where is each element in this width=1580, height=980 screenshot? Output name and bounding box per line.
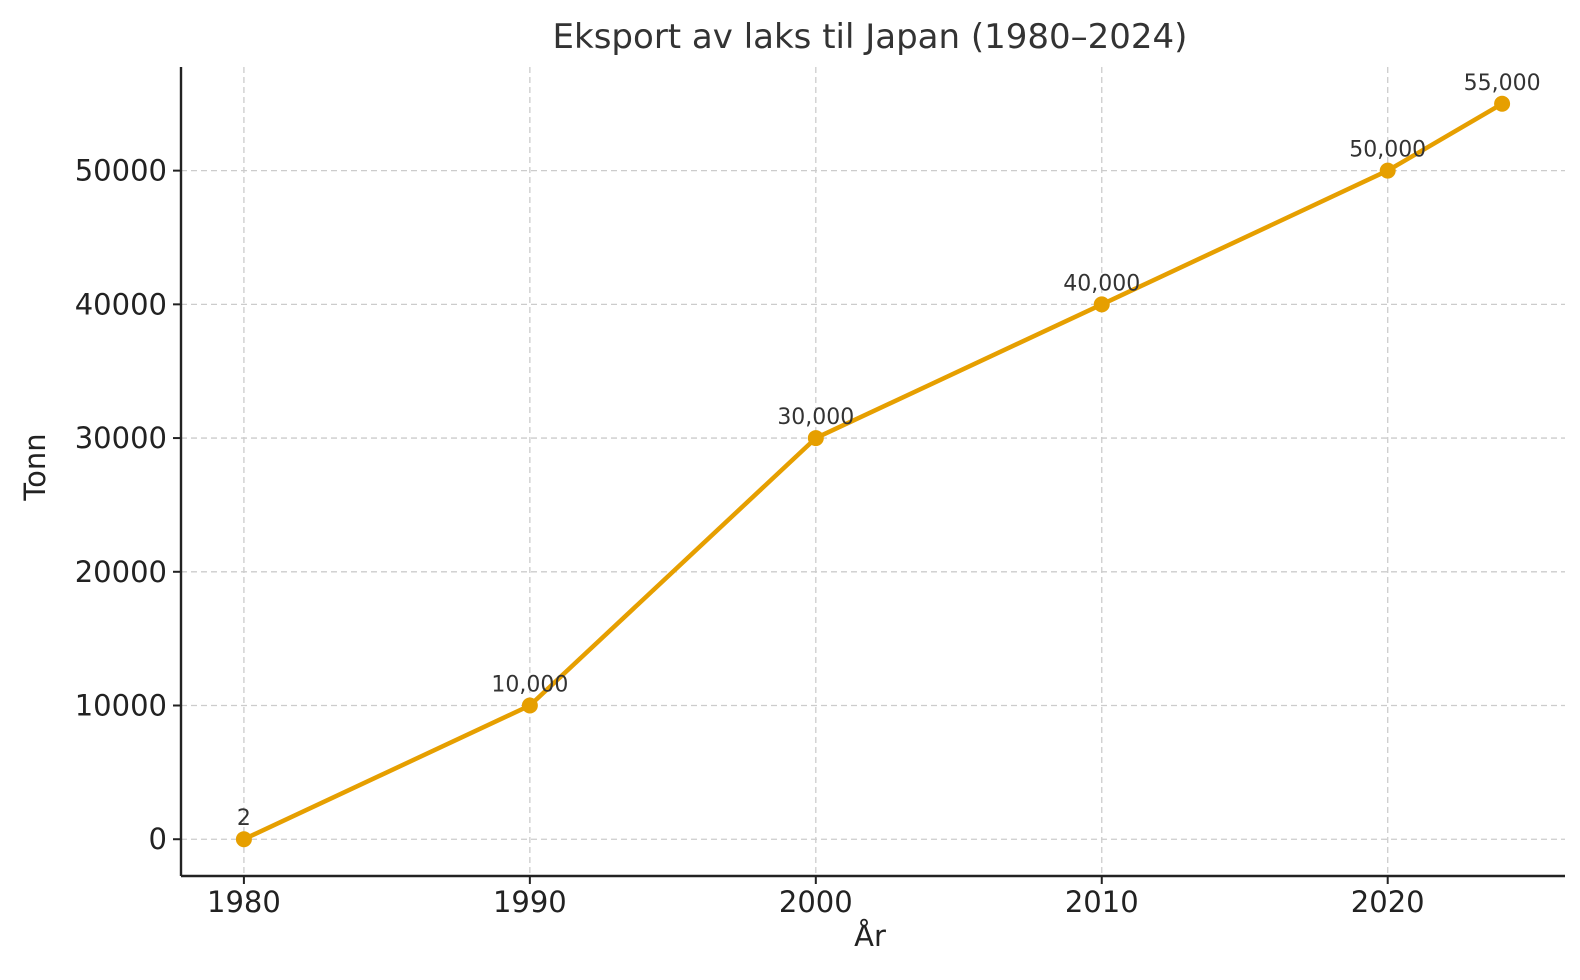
y-tick-label: 0 — [149, 822, 167, 856]
data-point — [1494, 95, 1511, 112]
data-point — [235, 831, 252, 848]
data-value-label: 40,000 — [1063, 271, 1140, 296]
data-value-label: 55,000 — [1464, 71, 1541, 96]
data-point — [807, 430, 824, 447]
x-tick-label: 2000 — [779, 885, 853, 919]
data-value-label: 2 — [237, 806, 251, 831]
data-value-label: 50,000 — [1349, 138, 1426, 163]
x-tick-label: 2010 — [1065, 885, 1139, 919]
data-value-label: 30,000 — [777, 405, 854, 430]
series-line — [241, 101, 1505, 842]
data-point — [1379, 162, 1396, 179]
chart-title: Eksport av laks til Japan (1980–2024) — [553, 17, 1188, 57]
y-tick-label: 20000 — [75, 555, 167, 589]
x-tick-label: 1990 — [493, 885, 567, 919]
x-tick-label: 2020 — [1351, 885, 1425, 919]
y-tick-label: 50000 — [75, 154, 167, 188]
x-tick-label: 1980 — [207, 885, 281, 919]
axes: 1980 1990 2000 2010 2020 0 10000 20000 30000 4000… — [75, 67, 1565, 919]
data-point — [521, 697, 538, 714]
y-tick-label: 30000 — [75, 421, 167, 455]
y-axis-label: Tonn — [18, 433, 52, 501]
y-tick-label: 10000 — [75, 689, 167, 723]
data-value-label: 10,000 — [491, 673, 568, 698]
data-point — [1093, 296, 1110, 313]
grid — [181, 67, 1565, 876]
data-labels: 2 10,000 30,000 40,000 50,000 55,000 — [237, 71, 1541, 831]
y-tick-label: 40000 — [75, 287, 167, 321]
series-layer — [235, 95, 1511, 848]
x-axis-label: År — [854, 919, 886, 953]
